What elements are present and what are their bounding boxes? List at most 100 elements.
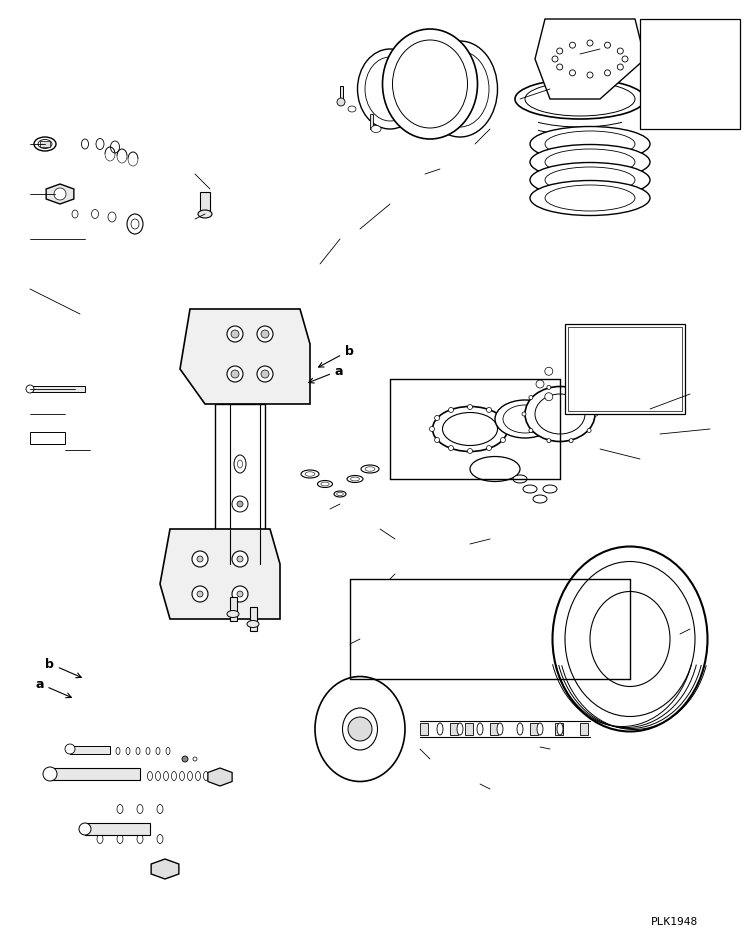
Ellipse shape	[443, 413, 497, 446]
Text: a: a	[309, 364, 343, 383]
Circle shape	[594, 413, 598, 416]
Circle shape	[468, 449, 473, 454]
Ellipse shape	[565, 562, 695, 716]
Circle shape	[231, 330, 239, 339]
Circle shape	[54, 189, 66, 201]
Ellipse shape	[393, 41, 468, 129]
Circle shape	[197, 556, 203, 563]
Ellipse shape	[72, 211, 78, 219]
Ellipse shape	[188, 771, 192, 781]
Ellipse shape	[382, 30, 477, 140]
Circle shape	[569, 43, 575, 49]
Ellipse shape	[108, 212, 116, 223]
Circle shape	[547, 386, 551, 390]
Ellipse shape	[545, 132, 635, 158]
Ellipse shape	[365, 467, 375, 472]
Ellipse shape	[371, 126, 381, 133]
Ellipse shape	[361, 465, 379, 474]
Circle shape	[587, 429, 591, 433]
Ellipse shape	[195, 771, 200, 781]
Circle shape	[500, 438, 506, 443]
Ellipse shape	[537, 723, 543, 735]
Ellipse shape	[227, 611, 239, 617]
Ellipse shape	[38, 141, 52, 149]
Bar	[215, 405, 265, 565]
Circle shape	[604, 71, 610, 76]
Circle shape	[587, 396, 591, 400]
Ellipse shape	[156, 771, 161, 781]
Circle shape	[545, 394, 553, 401]
Ellipse shape	[523, 485, 537, 494]
Ellipse shape	[337, 493, 343, 497]
Ellipse shape	[351, 478, 359, 481]
Circle shape	[547, 439, 551, 443]
Circle shape	[529, 429, 533, 433]
Ellipse shape	[126, 748, 130, 754]
Bar	[420, 723, 428, 735]
Circle shape	[192, 551, 208, 567]
Ellipse shape	[497, 723, 503, 735]
Ellipse shape	[157, 834, 163, 844]
Ellipse shape	[431, 52, 489, 127]
Circle shape	[566, 362, 574, 371]
Bar	[568, 328, 682, 412]
Text: b: b	[319, 345, 354, 368]
Circle shape	[237, 556, 243, 563]
Circle shape	[26, 385, 34, 394]
Ellipse shape	[234, 456, 246, 474]
Circle shape	[192, 586, 208, 602]
Ellipse shape	[166, 748, 170, 754]
Ellipse shape	[515, 80, 645, 120]
Ellipse shape	[535, 395, 585, 434]
Circle shape	[348, 717, 372, 741]
Ellipse shape	[530, 127, 650, 162]
Ellipse shape	[301, 470, 319, 479]
Bar	[640, 20, 740, 130]
Circle shape	[506, 427, 510, 432]
Bar	[230, 598, 237, 621]
Ellipse shape	[97, 834, 103, 844]
Circle shape	[435, 438, 440, 443]
Ellipse shape	[34, 138, 56, 152]
Ellipse shape	[96, 140, 104, 150]
Circle shape	[232, 551, 248, 567]
Ellipse shape	[503, 406, 547, 433]
Circle shape	[257, 366, 273, 382]
Circle shape	[522, 413, 526, 416]
Ellipse shape	[147, 771, 153, 781]
Ellipse shape	[82, 140, 88, 150]
Ellipse shape	[146, 748, 150, 754]
Ellipse shape	[457, 723, 463, 735]
Circle shape	[569, 71, 575, 76]
Ellipse shape	[203, 771, 209, 781]
Bar	[85, 823, 150, 835]
Circle shape	[569, 386, 573, 390]
Circle shape	[449, 408, 453, 413]
Ellipse shape	[495, 400, 555, 439]
Ellipse shape	[545, 150, 635, 176]
Ellipse shape	[390, 46, 460, 134]
Ellipse shape	[127, 215, 143, 235]
Ellipse shape	[164, 771, 168, 781]
Ellipse shape	[317, 481, 333, 488]
Ellipse shape	[238, 461, 242, 468]
Ellipse shape	[117, 804, 123, 814]
Circle shape	[587, 41, 593, 47]
Circle shape	[43, 767, 57, 782]
Circle shape	[587, 73, 593, 79]
Bar	[30, 387, 85, 393]
Text: a: a	[35, 677, 71, 698]
Circle shape	[232, 497, 248, 513]
Ellipse shape	[180, 771, 185, 781]
Bar	[465, 723, 473, 735]
Bar	[50, 768, 140, 780]
Circle shape	[622, 57, 628, 63]
Ellipse shape	[111, 142, 120, 154]
Text: b: b	[45, 657, 82, 678]
Bar	[580, 723, 588, 735]
Circle shape	[468, 405, 473, 410]
Ellipse shape	[530, 163, 650, 198]
Ellipse shape	[543, 485, 557, 494]
Ellipse shape	[212, 771, 216, 781]
Bar	[200, 193, 210, 215]
